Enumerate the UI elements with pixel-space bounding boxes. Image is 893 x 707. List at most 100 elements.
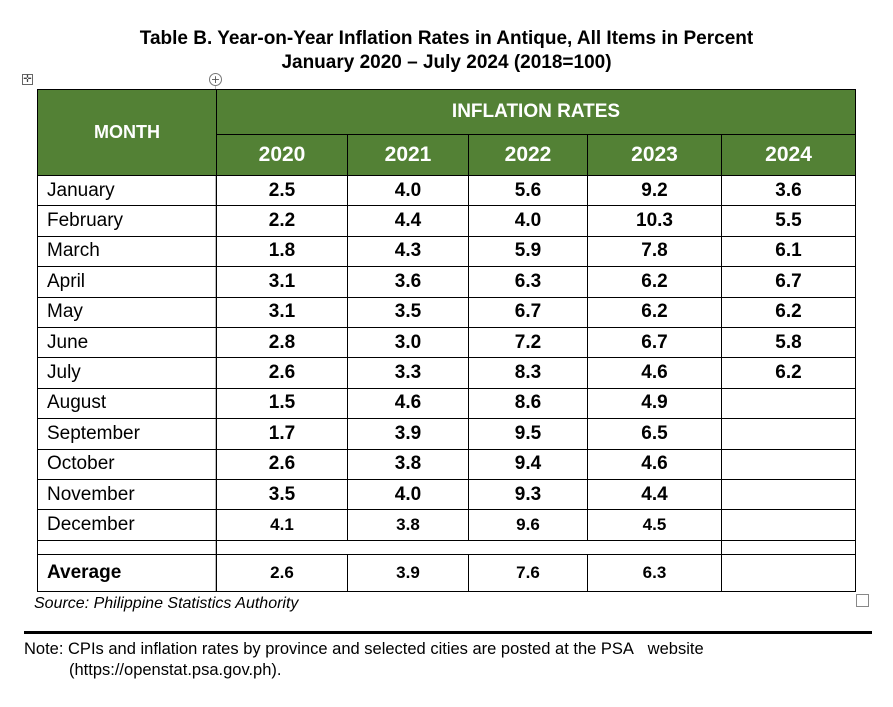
inflation-rates-header: INFLATION RATES bbox=[215, 89, 857, 135]
spacer-cell bbox=[216, 539, 722, 555]
table-row: January 2.5 4.0 5.6 9.2 3.6 bbox=[37, 174, 857, 207]
month-cell: March bbox=[37, 235, 217, 268]
average-row: Average 2.6 3.9 7.6 6.3 bbox=[37, 553, 857, 592]
rate-cell: 4.6 bbox=[587, 448, 722, 480]
month-cell: April bbox=[37, 266, 217, 298]
rate-cell bbox=[720, 418, 857, 450]
rate-cell: 9.4 bbox=[468, 448, 588, 480]
rate-cell: 10.3 bbox=[587, 205, 722, 237]
month-cell: May bbox=[37, 296, 217, 328]
table-row: July 2.6 3.3 8.3 4.6 6.2 bbox=[37, 357, 857, 389]
rate-cell: 4.0 bbox=[347, 478, 469, 511]
rate-cell: 1.5 bbox=[216, 387, 348, 420]
rate-cell: 3.8 bbox=[347, 509, 469, 541]
table-row: September 1.7 3.9 9.5 6.5 bbox=[37, 418, 857, 450]
rate-cell: 9.5 bbox=[468, 418, 588, 450]
rate-cell: 8.3 bbox=[468, 357, 588, 389]
rate-cell: 1.8 bbox=[216, 235, 348, 268]
rate-cell: 6.3 bbox=[468, 266, 588, 298]
rate-cell: 4.5 bbox=[587, 509, 722, 541]
footnote-line-1: Note: CPIs and inflation rates by provin… bbox=[24, 640, 704, 658]
table-row: February 2.2 4.4 4.0 10.3 5.5 bbox=[37, 205, 857, 237]
rate-cell: 6.2 bbox=[720, 357, 857, 389]
average-cell: 6.3 bbox=[587, 553, 722, 592]
spacer-cell bbox=[37, 539, 217, 555]
rate-cell: 3.6 bbox=[347, 266, 469, 298]
table-row: June 2.8 3.0 7.2 6.7 5.8 bbox=[37, 326, 857, 359]
rate-cell: 6.1 bbox=[720, 235, 857, 268]
year-header: 2023 bbox=[587, 134, 722, 176]
rate-cell: 5.8 bbox=[720, 326, 857, 359]
month-cell: February bbox=[37, 205, 217, 237]
rate-cell: 4.1 bbox=[216, 509, 348, 541]
rate-cell: 2.6 bbox=[216, 448, 348, 480]
rate-cell: 4.3 bbox=[347, 235, 469, 268]
insert-column-icon[interactable]: + bbox=[209, 73, 222, 86]
table-row: August 1.5 4.6 8.6 4.9 bbox=[37, 387, 857, 420]
footnote: Note: CPIs and inflation rates by provin… bbox=[24, 639, 864, 681]
average-label: Average bbox=[37, 553, 217, 592]
month-cell: August bbox=[37, 387, 217, 420]
average-cell: 2.6 bbox=[216, 553, 348, 592]
rate-cell bbox=[720, 387, 857, 420]
rate-cell: 2.6 bbox=[216, 357, 348, 389]
spacer-cell bbox=[720, 539, 857, 555]
rate-cell: 4.6 bbox=[347, 387, 469, 420]
table-row: April 3.1 3.6 6.3 6.2 6.7 bbox=[37, 266, 857, 298]
table-resize-handle[interactable] bbox=[856, 594, 869, 607]
rate-cell: 3.5 bbox=[216, 478, 348, 511]
rate-cell: 3.9 bbox=[347, 418, 469, 450]
month-cell: December bbox=[37, 509, 217, 541]
rate-cell: 9.6 bbox=[468, 509, 588, 541]
rate-cell: 8.6 bbox=[468, 387, 588, 420]
rate-cell: 4.4 bbox=[587, 478, 722, 511]
rate-cell: 4.0 bbox=[347, 174, 469, 207]
footnote-line-2: (https://openstat.psa.gov.ph). bbox=[69, 661, 282, 679]
month-cell: November bbox=[37, 478, 217, 511]
rate-cell: 6.2 bbox=[587, 266, 722, 298]
rate-cell: 4.9 bbox=[587, 387, 722, 420]
rate-cell: 6.7 bbox=[720, 266, 857, 298]
title-line-2: January 2020 – July 2024 (2018=100) bbox=[281, 52, 612, 73]
rate-cell: 4.4 bbox=[347, 205, 469, 237]
rate-cell: 9.3 bbox=[468, 478, 588, 511]
average-cell: 7.6 bbox=[468, 553, 588, 592]
rate-cell: 4.6 bbox=[587, 357, 722, 389]
table-row: May 3.1 3.5 6.7 6.2 6.2 bbox=[37, 296, 857, 328]
rate-cell: 6.2 bbox=[720, 296, 857, 328]
rate-cell: 2.2 bbox=[216, 205, 348, 237]
rate-cell: 7.2 bbox=[468, 326, 588, 359]
table-move-handle-icon[interactable]: ✛ bbox=[22, 74, 33, 85]
month-cell: July bbox=[37, 357, 217, 389]
month-header: MONTH bbox=[37, 89, 217, 176]
year-header: 2021 bbox=[347, 134, 469, 176]
rate-cell: 3.6 bbox=[720, 174, 857, 207]
rate-cell bbox=[720, 448, 857, 480]
rate-cell bbox=[720, 509, 857, 541]
table-row: October 2.6 3.8 9.4 4.6 bbox=[37, 448, 857, 480]
rate-cell: 6.7 bbox=[587, 326, 722, 359]
table-row: November 3.5 4.0 9.3 4.4 bbox=[37, 478, 857, 511]
spacer-row bbox=[37, 539, 857, 555]
month-cell: June bbox=[37, 326, 217, 359]
rate-cell: 3.8 bbox=[347, 448, 469, 480]
title-line-1: Table B. Year-on-Year Inflation Rates in… bbox=[139, 28, 754, 49]
average-cell bbox=[720, 553, 857, 592]
inflation-table: MONTH INFLATION RATES 2020 2021 2022 202… bbox=[37, 89, 857, 592]
month-cell: October bbox=[37, 448, 217, 480]
rate-cell: 3.1 bbox=[216, 296, 348, 328]
divider-rule bbox=[24, 631, 872, 634]
year-header: 2022 bbox=[468, 134, 588, 176]
year-header: 2024 bbox=[720, 134, 857, 176]
rate-cell: 3.1 bbox=[216, 266, 348, 298]
month-cell: September bbox=[37, 418, 217, 450]
rate-cell: 3.0 bbox=[347, 326, 469, 359]
table-row: December 4.1 3.8 9.6 4.5 bbox=[37, 509, 857, 541]
table-title: Table B. Year-on-Year Inflation Rates in… bbox=[0, 27, 893, 75]
rate-cell: 2.5 bbox=[216, 174, 348, 207]
rate-cell: 5.5 bbox=[720, 205, 857, 237]
rate-cell bbox=[720, 478, 857, 511]
rate-cell: 6.5 bbox=[587, 418, 722, 450]
rate-cell: 3.3 bbox=[347, 357, 469, 389]
average-cell: 3.9 bbox=[347, 553, 469, 592]
